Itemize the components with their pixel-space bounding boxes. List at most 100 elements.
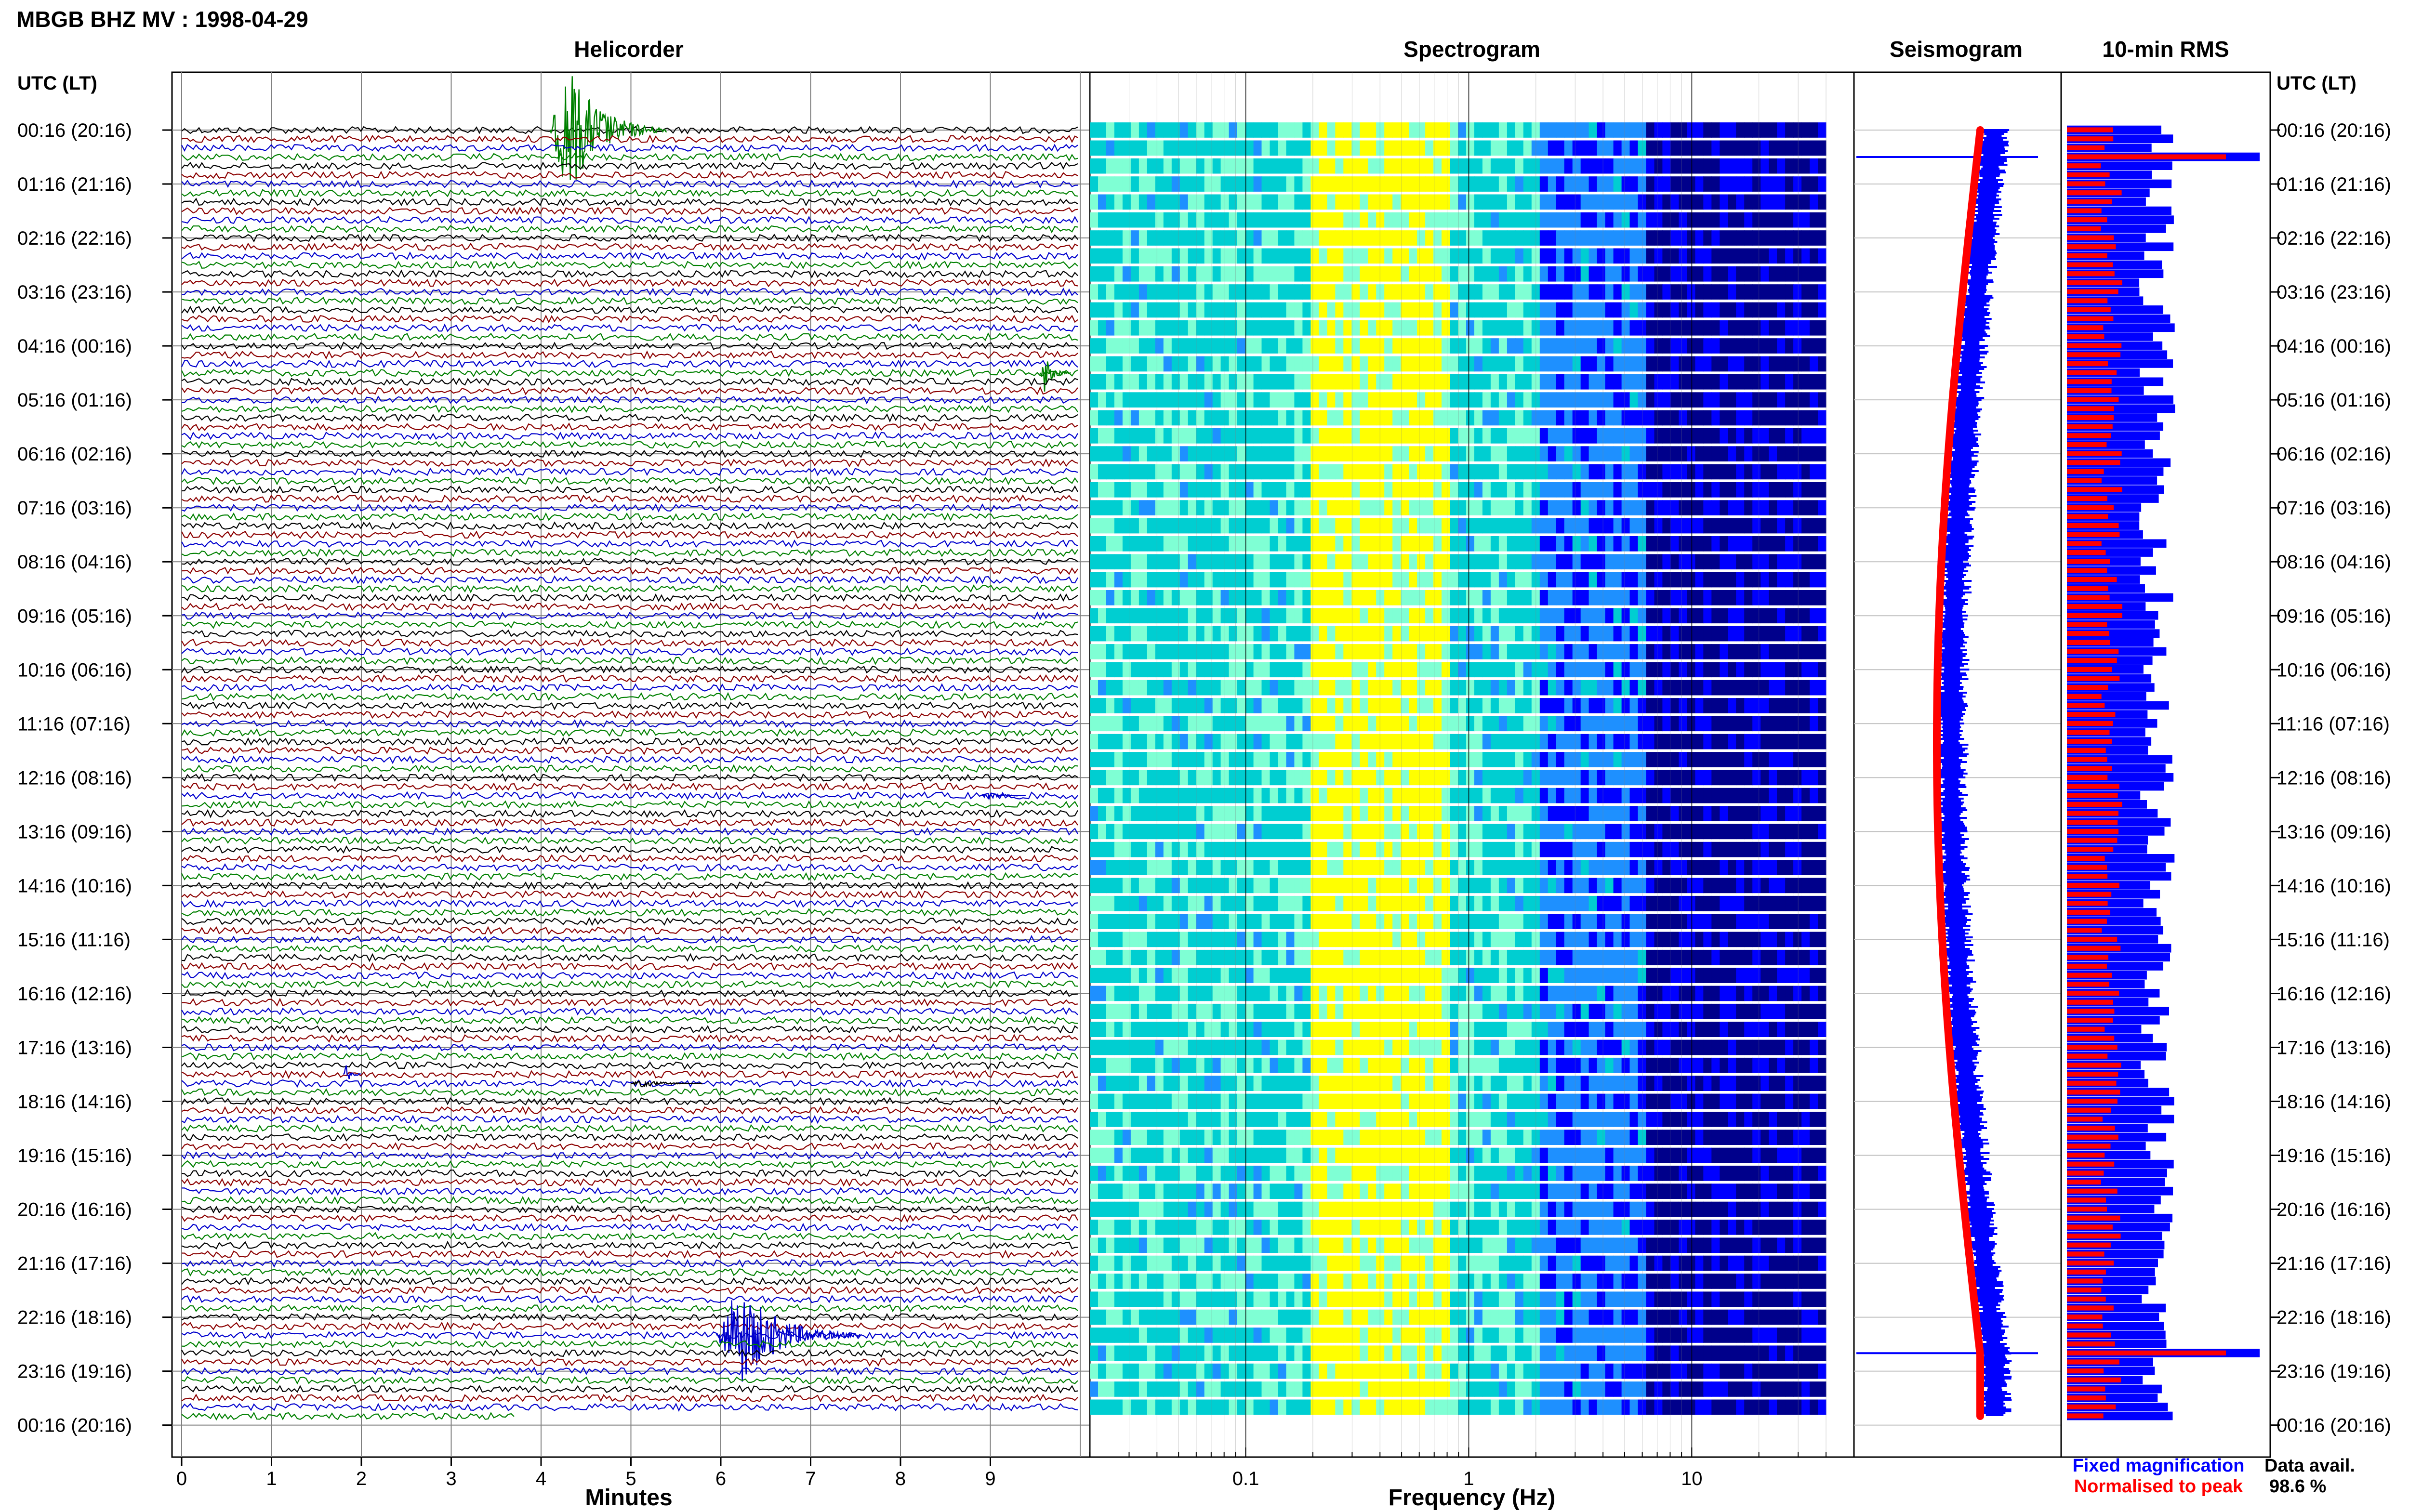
spectrogram-cell <box>1785 212 1794 228</box>
spectrogram-cell <box>1179 158 1189 174</box>
spectrogram-cell <box>1376 392 1385 408</box>
spectrogram-cell <box>1695 752 1704 767</box>
spectrogram-cell <box>1818 572 1827 588</box>
spectrogram-cell <box>1760 176 1769 192</box>
spectrogram-cell <box>1188 536 1197 552</box>
spectrogram-cell <box>1785 1022 1794 1037</box>
spectrogram-cell <box>1122 770 1131 786</box>
spectrogram-cell <box>1417 626 1426 642</box>
spectrogram-cell <box>1523 374 1532 390</box>
spectrogram-cell <box>1302 752 1311 767</box>
spectrogram-cell <box>1711 194 1720 210</box>
spectrogram-cell <box>1564 734 1573 749</box>
helicorder-trace <box>181 1294 1078 1303</box>
spectrogram-cell <box>1588 788 1598 803</box>
spectrogram-cell <box>1310 500 1319 515</box>
spectrogram-cell <box>1302 590 1311 605</box>
spectrogram-cell <box>1368 968 1377 983</box>
spectrogram-cell <box>1539 428 1549 444</box>
spectrogram-cell <box>1392 302 1401 318</box>
spectrogram-cell <box>1662 590 1671 605</box>
spectrogram-cell <box>1482 518 1491 534</box>
spectrogram-cell <box>1572 914 1581 929</box>
spectrogram-cell <box>1482 428 1491 444</box>
spectrogram-cell <box>1801 1057 1810 1073</box>
spectrogram-cell <box>1294 140 1303 156</box>
spectrogram-cell <box>1769 824 1777 840</box>
spectrogram-cell <box>1482 878 1491 894</box>
spectrogram-cell <box>1392 482 1401 498</box>
spectrogram-cell <box>1253 878 1262 894</box>
spectrogram-cell <box>1629 482 1639 498</box>
spectrogram-cell <box>1138 536 1148 552</box>
spectrogram-cell <box>1728 176 1736 192</box>
spectrogram-cell <box>1711 770 1720 786</box>
spectrogram-cell <box>1450 841 1458 857</box>
spectrogram-cell <box>1384 230 1393 246</box>
spectrogram-cell <box>1425 932 1434 947</box>
spectrogram-cell <box>1474 841 1483 857</box>
spectrogram-cell <box>1229 338 1238 354</box>
spectrogram-cell <box>1474 932 1483 947</box>
spectrogram-cell <box>1744 841 1753 857</box>
spectrogram-cell <box>1212 662 1221 678</box>
spectrogram-cell <box>1654 122 1663 138</box>
spectrogram-cell <box>1376 572 1385 588</box>
spectrogram-cell <box>1220 590 1230 605</box>
spectrogram-cell <box>1351 266 1360 282</box>
spectrogram-cell <box>1245 482 1254 498</box>
spectrogram-cell <box>1760 949 1769 965</box>
spectrogram-cell <box>1319 302 1327 318</box>
spectrogram-cell <box>1343 500 1352 515</box>
spectrogram-cell <box>1409 878 1417 894</box>
spectrogram-cell <box>1261 392 1271 408</box>
spectrogram-cell <box>1760 1022 1769 1037</box>
spectrogram-cell <box>1711 968 1720 983</box>
spectrogram-cell <box>1777 356 1786 372</box>
spectrogram-cell <box>1695 266 1704 282</box>
spectrogram-cell <box>1122 194 1131 210</box>
spectrogram-cell <box>1278 230 1287 246</box>
spectrogram-cell <box>1531 284 1540 300</box>
spectrogram-cell <box>1793 572 1802 588</box>
spectrogram-cell <box>1360 1039 1368 1055</box>
spectrogram-cell <box>1302 536 1311 552</box>
spectrogram-cell <box>1572 392 1581 408</box>
spectrogram-cell <box>1507 986 1516 1001</box>
spectrogram-cell <box>1237 410 1246 426</box>
spectrogram-cell <box>1204 536 1213 552</box>
spectrogram-cell <box>1147 788 1156 803</box>
spectrogram-cell <box>1106 392 1115 408</box>
spectrogram-cell <box>1392 590 1401 605</box>
spectrogram-cell <box>1179 986 1189 1001</box>
spectrogram-cell <box>1425 752 1434 767</box>
spectrogram-cell <box>1188 1003 1197 1019</box>
spectrogram-cell <box>1138 392 1148 408</box>
spectrogram-cell <box>1335 374 1344 390</box>
spectrogram-cell <box>1270 734 1279 749</box>
spectrogram-cell <box>1695 932 1704 947</box>
spectrogram-cell <box>1204 662 1213 678</box>
spectrogram-cell <box>1597 680 1606 696</box>
spectrogram-cell <box>1417 949 1426 965</box>
spectrogram-cell <box>1122 122 1131 138</box>
spectrogram-cell <box>1450 716 1458 732</box>
spectrogram-cell <box>1171 878 1180 894</box>
spectrogram-cell <box>1638 374 1647 390</box>
spectrogram-cell <box>1138 1076 1148 1091</box>
spectrogram-cell <box>1163 1039 1172 1055</box>
spectrogram-cell <box>1171 644 1180 659</box>
spectrogram-cell <box>1662 140 1671 156</box>
spectrogram-cell <box>1769 932 1777 947</box>
spectrogram-cell <box>1401 122 1409 138</box>
spectrogram-cell <box>1777 770 1786 786</box>
spectrogram-cell <box>1098 482 1107 498</box>
spectrogram-cell <box>1114 1022 1123 1037</box>
spectrogram-cell <box>1351 1003 1360 1019</box>
spectrogram-cell <box>1728 194 1736 210</box>
spectrogram-cell <box>1368 500 1377 515</box>
spectrogram-cell <box>1466 770 1475 786</box>
spectrogram-cell <box>1286 932 1295 947</box>
spectrogram-cell <box>1769 392 1777 408</box>
spectrogram-cell <box>1498 949 1508 965</box>
